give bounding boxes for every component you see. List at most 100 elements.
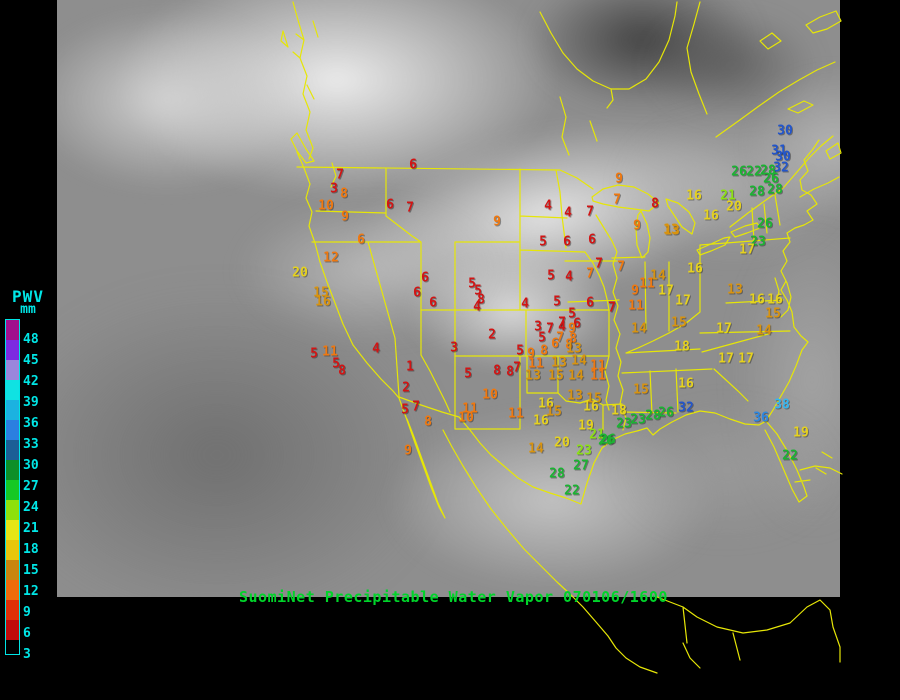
station-pwv-value: 13 xyxy=(566,341,582,357)
station-pwv-value: 7 xyxy=(613,192,621,208)
station-pwv-value: 6 xyxy=(586,295,594,311)
station-pwv-value: 8 xyxy=(477,292,485,308)
station-pwv-value: 5 xyxy=(464,366,472,382)
station-pwv-value: 28 xyxy=(645,408,661,424)
station-pwv-value: 7 xyxy=(556,330,564,346)
station-pwv-value: 28 xyxy=(767,182,783,198)
station-pwv-value: 13 xyxy=(663,222,679,238)
station-pwv-value: 32 xyxy=(678,400,694,416)
legend-value-label: 12 xyxy=(23,584,39,599)
station-pwv-value: 4 xyxy=(565,269,573,285)
legend-color-swatch xyxy=(6,440,19,460)
station-pwv-value: 9 xyxy=(631,283,639,299)
station-pwv-value: 26 xyxy=(763,171,779,187)
legend-value-label: 24 xyxy=(23,500,39,515)
station-pwv-value: 21 xyxy=(720,188,736,204)
station-pwv-value: 26 xyxy=(757,216,773,232)
station-pwv-value: 4 xyxy=(521,296,529,312)
station-pwv-value: 5 xyxy=(332,356,340,372)
legend-value-label: 6 xyxy=(23,626,31,641)
station-pwv-value: 13 xyxy=(525,368,541,384)
legend-value-label: 15 xyxy=(23,563,39,578)
station-pwv-value: 6 xyxy=(421,270,429,286)
station-pwv-value: 3 xyxy=(330,181,338,197)
station-pwv-value: 4 xyxy=(544,198,552,214)
legend-color-swatch xyxy=(6,360,19,380)
station-pwv-value: 8 xyxy=(569,331,577,347)
station-pwv-value: 11 xyxy=(639,276,655,292)
station-pwv-value: 15 xyxy=(633,382,649,398)
station-pwv-value: 16 xyxy=(703,208,719,224)
station-pwv-value: 10 xyxy=(318,198,334,214)
station-pwv-value: 11 xyxy=(528,356,544,372)
station-pwv-value: 4 xyxy=(558,319,566,335)
station-pwv-value: 13 xyxy=(567,388,583,404)
station-pwv-value: 9 xyxy=(568,321,576,337)
station-pwv-value: 6 xyxy=(357,232,365,248)
legend-color-swatch xyxy=(6,340,19,360)
station-pwv-value: 9 xyxy=(527,346,535,362)
station-pwv-value: 21 xyxy=(589,427,605,443)
station-pwv-value: 16 xyxy=(538,396,554,412)
legend-value-label: 18 xyxy=(23,542,39,557)
station-pwv-value: 14 xyxy=(756,323,772,339)
station-pwv-value: 8 xyxy=(651,196,659,212)
station-pwv-value: 17 xyxy=(716,321,732,337)
station-pwv-value: 14 xyxy=(650,268,666,284)
station-pwv-value: 5 xyxy=(516,343,524,359)
station-pwv-value: 6 xyxy=(409,157,417,173)
station-pwv-value: 11 xyxy=(508,406,524,422)
station-pwv-value: 22 xyxy=(564,483,580,499)
legend-value-label: 3 xyxy=(23,647,31,662)
station-pwv-value: 4 xyxy=(473,299,481,315)
station-pwv-value: 26 xyxy=(658,405,674,421)
station-pwv-value: 7 xyxy=(586,204,594,220)
station-pwv-value: 5 xyxy=(539,234,547,250)
station-pwv-value: 20 xyxy=(726,199,742,215)
station-pwv-value: 7 xyxy=(412,399,420,415)
station-pwv-value: 12 xyxy=(323,250,339,266)
station-pwv-value: 28 xyxy=(549,466,565,482)
station-pwv-value: 15 xyxy=(671,315,687,331)
station-pwv-value: 22 xyxy=(782,448,798,464)
station-pwv-value: 20 xyxy=(554,435,570,451)
station-pwv-value: 16 xyxy=(767,292,783,308)
station-pwv-value: 16 xyxy=(533,413,549,429)
station-pwv-value: 23 xyxy=(750,234,766,250)
legend-value-label: 48 xyxy=(23,332,39,347)
station-pwv-value: 32 xyxy=(773,160,789,176)
station-pwv-value: 22 xyxy=(746,164,762,180)
station-pwv-value: 31 xyxy=(771,143,787,159)
legend-color-swatch xyxy=(6,560,19,580)
station-pwv-value: 8 xyxy=(424,414,432,430)
legend-value-label: 45 xyxy=(23,353,39,368)
station-pwv-value: 7 xyxy=(406,200,414,216)
station-pwv-value: 13 xyxy=(727,282,743,298)
station-pwv-value: 2 xyxy=(488,327,496,343)
station-pwv-value: 23 xyxy=(616,416,632,432)
station-pwv-value: 26 xyxy=(731,164,747,180)
legend-color-swatch xyxy=(6,480,19,500)
station-pwv-value: 4 xyxy=(564,205,572,221)
station-pwv-value: 13 xyxy=(551,355,567,371)
station-pwv-value: 11 xyxy=(628,298,644,314)
station-pwv-value: 19 xyxy=(578,418,594,434)
legend-unit: mm xyxy=(20,302,36,317)
station-pwv-value: 7 xyxy=(617,259,625,275)
cloud-patch xyxy=(57,10,307,190)
station-pwv-value: 6 xyxy=(573,316,581,332)
station-pwv-value: 36 xyxy=(753,410,769,426)
image-caption: SuomiNet Precipitable Water Vapor 070106… xyxy=(239,588,668,606)
station-pwv-value: 16 xyxy=(583,399,599,415)
station-pwv-value: 16 xyxy=(749,292,765,308)
station-pwv-value: 23 xyxy=(576,443,592,459)
station-pwv-value: 26 xyxy=(600,432,616,448)
station-pwv-value: 6 xyxy=(429,295,437,311)
station-pwv-value: 30 xyxy=(777,123,793,139)
legend-color-swatch xyxy=(6,400,19,420)
legend-color-swatch xyxy=(6,500,19,520)
station-pwv-value: 5 xyxy=(474,283,482,299)
station-pwv-value: 10 xyxy=(458,410,474,426)
legend-color-swatch xyxy=(6,540,19,560)
station-pwv-value: 18 xyxy=(674,339,690,355)
